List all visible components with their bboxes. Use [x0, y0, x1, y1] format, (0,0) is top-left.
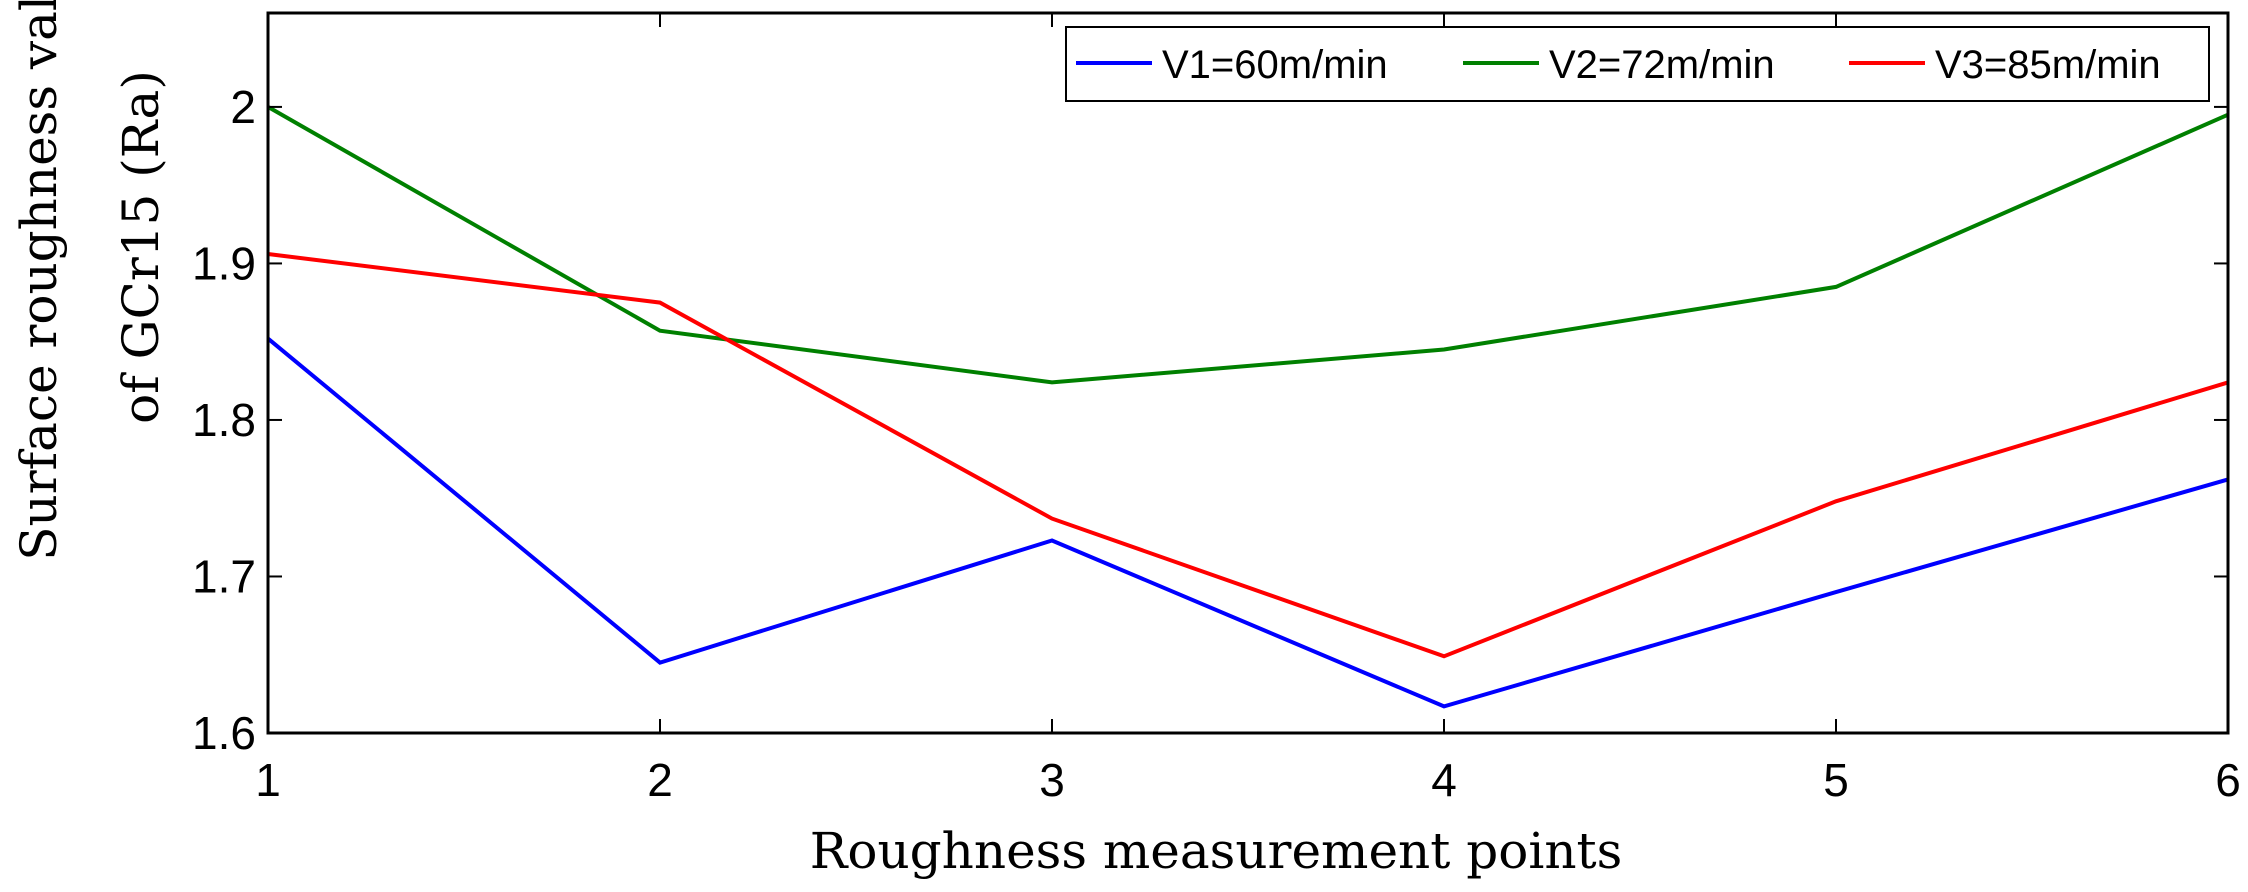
y-tick-label: 1.9	[192, 237, 256, 289]
x-tick-label: 2	[647, 754, 673, 806]
plot-area-frame	[266, 11, 2230, 735]
x-tick-label: 6	[2215, 754, 2241, 806]
axis-ticks: 1 2 3 4 5 6 1.6 1.7 1.8 1.9 2	[192, 13, 2241, 806]
x-tick-label: 1	[255, 754, 281, 806]
x-tick-label: 4	[1431, 754, 1457, 806]
series-layer	[266, 105, 2229, 709]
series-line-1	[266, 337, 2229, 709]
y-axis-title-line-2: of GCr15 (Ra)	[112, 70, 170, 424]
y-tick-label: 1.7	[192, 550, 256, 602]
legend-box	[1065, 26, 2210, 102]
legend-label-3: V3=85m/min	[1935, 43, 2161, 87]
y-tick-label: 1.8	[192, 394, 256, 446]
x-axis-title: Roughness measurement points	[810, 822, 1623, 880]
series-line-3	[267, 252, 2229, 659]
y-axis-title-line-1: Surface roughness value	[10, 0, 68, 561]
y-tick-label: 2	[230, 81, 256, 133]
x-tick-label: 5	[1823, 754, 1849, 806]
legend: V1=60m/min V2=72m/min V3=85m/min	[1065, 26, 2210, 102]
series-line-2	[267, 105, 2229, 385]
y-tick-label: 1.6	[192, 707, 256, 759]
legend-label-2: V2=72m/min	[1549, 43, 1775, 87]
x-tick-label: 3	[1039, 754, 1065, 806]
legend-label-1: V1=60m/min	[1162, 43, 1388, 87]
